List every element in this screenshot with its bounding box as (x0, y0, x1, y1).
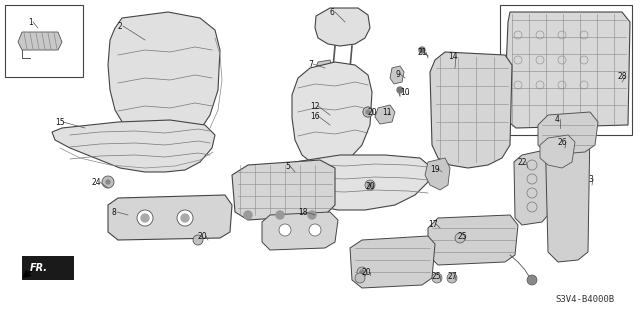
Text: FR.: FR. (30, 263, 48, 273)
Circle shape (102, 176, 114, 188)
Bar (500, 5, 632, 135)
Circle shape (447, 273, 457, 283)
Circle shape (193, 235, 203, 245)
Text: 18: 18 (298, 208, 307, 217)
Circle shape (419, 47, 425, 53)
Polygon shape (540, 135, 575, 168)
Polygon shape (285, 155, 432, 210)
Text: 3: 3 (588, 175, 593, 184)
Text: 15: 15 (55, 118, 65, 127)
Text: 20: 20 (198, 232, 207, 241)
Polygon shape (538, 112, 598, 155)
Polygon shape (316, 60, 332, 74)
Text: 4: 4 (555, 115, 560, 124)
Circle shape (309, 224, 321, 236)
Circle shape (368, 183, 372, 187)
Circle shape (181, 214, 189, 222)
Circle shape (527, 275, 537, 285)
Polygon shape (428, 215, 518, 265)
Polygon shape (108, 12, 220, 142)
Circle shape (366, 110, 370, 114)
Circle shape (365, 180, 375, 190)
Polygon shape (514, 150, 550, 225)
Circle shape (177, 210, 193, 226)
Polygon shape (18, 32, 62, 50)
Text: 6: 6 (330, 8, 335, 17)
Circle shape (276, 211, 284, 219)
Text: 8: 8 (112, 208, 116, 217)
Text: 14: 14 (448, 52, 458, 61)
Polygon shape (262, 212, 338, 250)
Circle shape (355, 273, 365, 283)
Polygon shape (504, 12, 630, 128)
Circle shape (308, 211, 316, 219)
Polygon shape (232, 160, 335, 220)
Text: 17: 17 (428, 220, 438, 229)
Text: 26: 26 (558, 138, 568, 147)
Text: 1: 1 (28, 18, 33, 27)
Polygon shape (425, 158, 450, 190)
Polygon shape (52, 120, 215, 172)
Polygon shape (430, 52, 512, 168)
Text: 19: 19 (430, 165, 440, 174)
Text: 21: 21 (418, 48, 428, 57)
Bar (22, 256, 74, 280)
Text: 16: 16 (310, 112, 319, 121)
Polygon shape (350, 236, 435, 288)
Text: 28: 28 (618, 72, 627, 81)
Text: 24: 24 (92, 178, 102, 187)
Text: 10: 10 (400, 88, 410, 97)
Text: 22: 22 (518, 158, 527, 167)
Circle shape (363, 107, 373, 117)
Text: 25: 25 (458, 232, 468, 241)
Polygon shape (108, 195, 232, 240)
Circle shape (141, 214, 149, 222)
Text: 5: 5 (285, 162, 290, 171)
Text: 9: 9 (395, 70, 400, 79)
Text: 20: 20 (362, 268, 372, 277)
Circle shape (455, 233, 465, 243)
Text: 11: 11 (382, 108, 392, 117)
Text: 20: 20 (365, 182, 374, 191)
Circle shape (279, 224, 291, 236)
Text: 25: 25 (432, 272, 442, 281)
Bar (5, 5, 83, 77)
Circle shape (244, 211, 252, 219)
Text: S3V4-B4000B: S3V4-B4000B (555, 295, 614, 304)
Circle shape (432, 273, 442, 283)
Circle shape (360, 270, 364, 274)
Circle shape (357, 267, 367, 277)
Polygon shape (390, 66, 404, 84)
Polygon shape (292, 62, 372, 167)
Text: 12: 12 (310, 102, 319, 111)
Text: 7: 7 (308, 60, 313, 69)
Polygon shape (315, 8, 370, 46)
Text: 2: 2 (118, 22, 123, 31)
Circle shape (366, 110, 370, 114)
Circle shape (106, 180, 110, 184)
Polygon shape (545, 115, 590, 262)
Text: 20: 20 (368, 108, 378, 117)
Circle shape (137, 210, 153, 226)
Circle shape (397, 87, 403, 93)
Polygon shape (375, 105, 395, 124)
Text: 27: 27 (448, 272, 458, 281)
